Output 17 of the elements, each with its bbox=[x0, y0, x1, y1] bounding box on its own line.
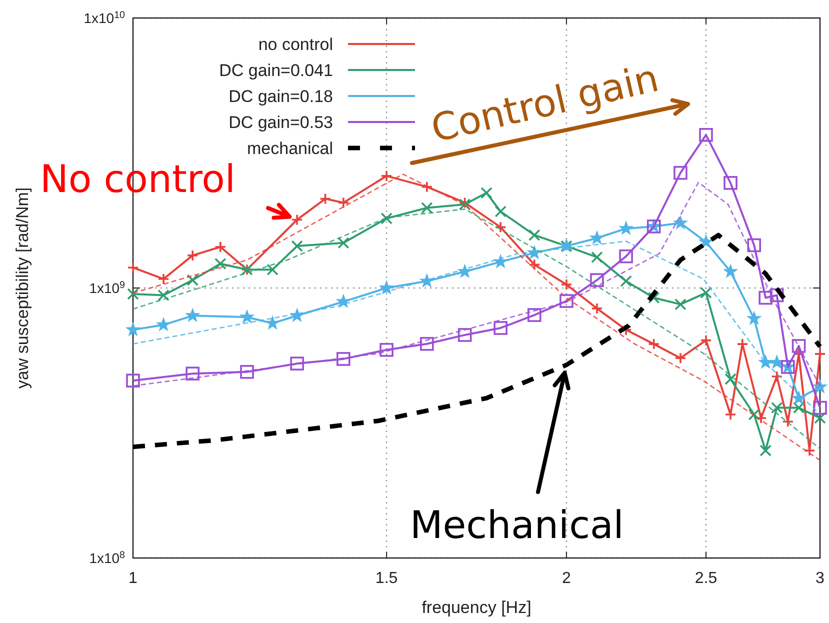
legend-label: no control bbox=[258, 35, 333, 54]
x-tick-label: 1.5 bbox=[375, 570, 398, 587]
annotation: Control gain bbox=[427, 56, 663, 151]
x-tick-label: 3 bbox=[816, 570, 825, 587]
y-tick-label: 1x10$^{8}$ bbox=[89, 550, 126, 566]
x-tick-label: 1 bbox=[128, 570, 138, 587]
y-axis-title: yaw susceptibility [rad/Nm] bbox=[13, 187, 32, 389]
x-tick-label: 2.5 bbox=[694, 570, 718, 587]
x-axis-title: frequency [Hz] bbox=[422, 598, 532, 617]
y-tick-label: 1x10$^{10}$ bbox=[84, 10, 126, 26]
x-tick-label: 2 bbox=[562, 570, 571, 587]
y-tick-label: 1x10$^{9}$ bbox=[89, 280, 125, 296]
legend-label: DC gain=0.18 bbox=[228, 87, 333, 106]
annotation: Mechanical bbox=[410, 503, 624, 547]
legend-label: mechanical bbox=[247, 139, 333, 158]
legend-label: DC gain=0.53 bbox=[228, 113, 333, 132]
legend-label: DC gain=0.041 bbox=[219, 61, 333, 80]
